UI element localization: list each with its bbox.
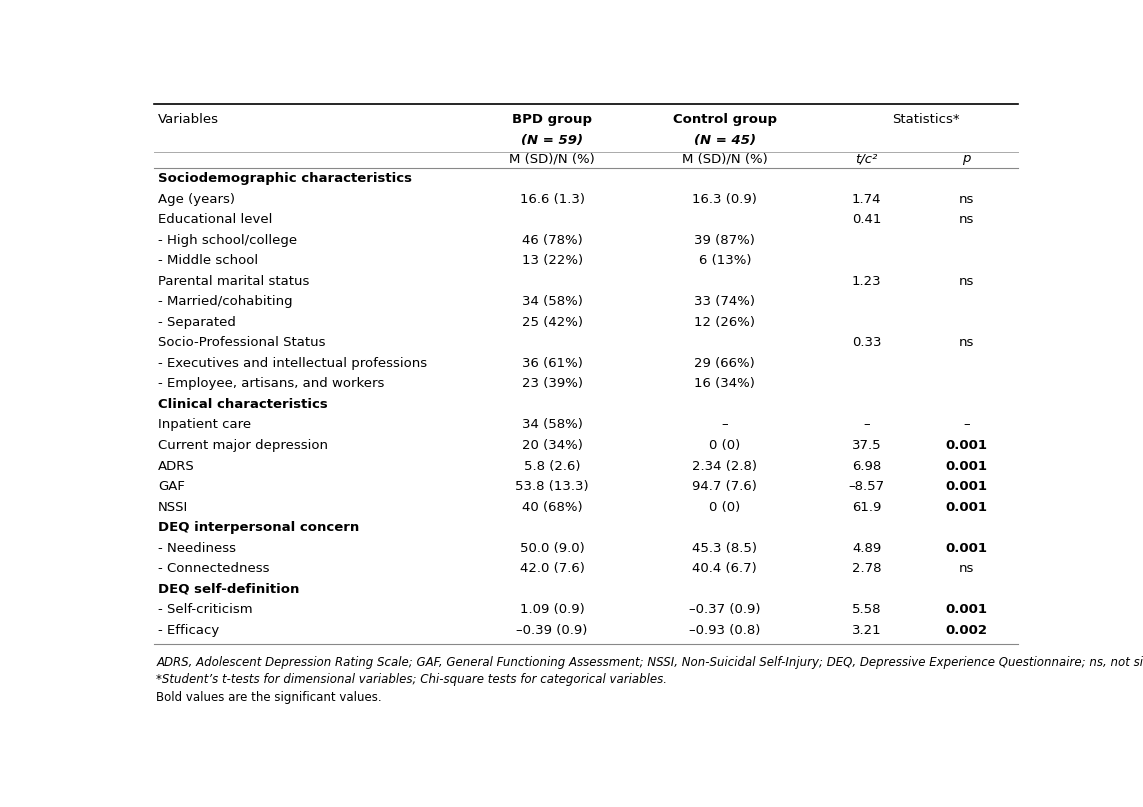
Text: 6 (13%): 6 (13%) xyxy=(698,254,751,267)
Text: 0.001: 0.001 xyxy=(945,480,988,493)
Text: 94.7 (7.6): 94.7 (7.6) xyxy=(693,480,758,493)
Text: 13 (22%): 13 (22%) xyxy=(521,254,583,267)
Text: 12 (26%): 12 (26%) xyxy=(694,316,756,328)
Text: 1.23: 1.23 xyxy=(852,274,881,288)
Text: ADRS, Adolescent Depression Rating Scale; GAF, General Functioning Assessment; N: ADRS, Adolescent Depression Rating Scale… xyxy=(157,656,1143,669)
Text: 53.8 (13.3): 53.8 (13.3) xyxy=(515,480,589,493)
Text: p: p xyxy=(962,153,970,165)
Text: DEQ interpersonal concern: DEQ interpersonal concern xyxy=(158,521,359,534)
Text: 42.0 (7.6): 42.0 (7.6) xyxy=(520,562,584,575)
Text: 0.001: 0.001 xyxy=(945,459,988,473)
Text: Sociodemographic characteristics: Sociodemographic characteristics xyxy=(158,172,411,185)
Text: 34 (58%): 34 (58%) xyxy=(521,295,583,308)
Text: –: – xyxy=(863,419,870,432)
Text: 40.4 (6.7): 40.4 (6.7) xyxy=(693,562,757,575)
Text: –0.39 (0.9): –0.39 (0.9) xyxy=(517,624,588,637)
Text: - Efficacy: - Efficacy xyxy=(158,624,219,637)
Text: M (SD)/N (%): M (SD)/N (%) xyxy=(510,153,596,165)
Text: 33 (74%): 33 (74%) xyxy=(694,295,756,308)
Text: Control group: Control group xyxy=(673,113,777,127)
Text: 0 (0): 0 (0) xyxy=(710,439,741,452)
Text: 45.3 (8.5): 45.3 (8.5) xyxy=(693,541,758,554)
Text: - Neediness: - Neediness xyxy=(158,541,235,554)
Text: Age (years): Age (years) xyxy=(158,193,235,206)
Text: BPD group: BPD group xyxy=(512,113,592,127)
Text: - Middle school: - Middle school xyxy=(158,254,258,267)
Text: 0.001: 0.001 xyxy=(945,439,988,452)
Text: NSSI: NSSI xyxy=(158,500,189,513)
Text: ns: ns xyxy=(959,274,974,288)
Text: (N = 45): (N = 45) xyxy=(694,134,756,147)
Text: 0.41: 0.41 xyxy=(852,213,881,226)
Text: 40 (68%): 40 (68%) xyxy=(522,500,583,513)
Text: 0.001: 0.001 xyxy=(945,541,988,554)
Text: 0.002: 0.002 xyxy=(945,624,988,637)
Text: t/c²: t/c² xyxy=(855,153,878,165)
Text: Inpatient care: Inpatient care xyxy=(158,419,251,432)
Text: Clinical characteristics: Clinical characteristics xyxy=(158,398,328,411)
Text: GAF: GAF xyxy=(158,480,185,493)
Text: 1.74: 1.74 xyxy=(852,193,881,206)
Text: 5.8 (2.6): 5.8 (2.6) xyxy=(523,459,581,473)
Text: 46 (78%): 46 (78%) xyxy=(521,234,583,247)
Text: DEQ self-definition: DEQ self-definition xyxy=(158,583,299,596)
Text: ns: ns xyxy=(959,213,974,226)
Text: Variables: Variables xyxy=(158,113,219,127)
Text: –0.37 (0.9): –0.37 (0.9) xyxy=(689,604,760,617)
Text: 16.3 (0.9): 16.3 (0.9) xyxy=(693,193,758,206)
Text: 0.33: 0.33 xyxy=(852,337,881,349)
Text: Current major depression: Current major depression xyxy=(158,439,328,452)
Text: ns: ns xyxy=(959,193,974,206)
Text: - High school/college: - High school/college xyxy=(158,234,297,247)
Text: - Self-criticism: - Self-criticism xyxy=(158,604,253,617)
Text: 25 (42%): 25 (42%) xyxy=(521,316,583,328)
Text: 23 (39%): 23 (39%) xyxy=(521,378,583,391)
Text: 3.21: 3.21 xyxy=(852,624,881,637)
Text: 0.001: 0.001 xyxy=(945,500,988,513)
Text: *Student’s t-tests for dimensional variables; Chi-square tests for categorical v: *Student’s t-tests for dimensional varia… xyxy=(157,674,668,687)
Text: 1.09 (0.9): 1.09 (0.9) xyxy=(520,604,584,617)
Text: - Executives and intellectual professions: - Executives and intellectual profession… xyxy=(158,357,427,370)
Text: 0.001: 0.001 xyxy=(945,604,988,617)
Text: ns: ns xyxy=(959,337,974,349)
Text: –: – xyxy=(964,419,970,432)
Text: - Employee, artisans, and workers: - Employee, artisans, and workers xyxy=(158,378,384,391)
Text: –: – xyxy=(721,419,728,432)
Text: (N = 59): (N = 59) xyxy=(521,134,583,147)
Text: 61.9: 61.9 xyxy=(852,500,881,513)
Text: Statistics*: Statistics* xyxy=(892,113,959,127)
Text: –8.57: –8.57 xyxy=(848,480,885,493)
Text: 16 (34%): 16 (34%) xyxy=(695,378,756,391)
Text: ns: ns xyxy=(959,562,974,575)
Text: 37.5: 37.5 xyxy=(852,439,881,452)
Text: 16.6 (1.3): 16.6 (1.3) xyxy=(520,193,584,206)
Text: 34 (58%): 34 (58%) xyxy=(521,419,583,432)
Text: 6.98: 6.98 xyxy=(852,459,881,473)
Text: 39 (87%): 39 (87%) xyxy=(695,234,756,247)
Text: 2.78: 2.78 xyxy=(852,562,881,575)
Text: 2.34 (2.8): 2.34 (2.8) xyxy=(693,459,758,473)
Text: 50.0 (9.0): 50.0 (9.0) xyxy=(520,541,584,554)
Text: Educational level: Educational level xyxy=(158,213,272,226)
Text: 5.58: 5.58 xyxy=(852,604,881,617)
Text: M (SD)/N (%): M (SD)/N (%) xyxy=(682,153,768,165)
Text: 20 (34%): 20 (34%) xyxy=(521,439,583,452)
Text: 0 (0): 0 (0) xyxy=(710,500,741,513)
Text: 29 (66%): 29 (66%) xyxy=(695,357,756,370)
Text: Parental marital status: Parental marital status xyxy=(158,274,310,288)
Text: –0.93 (0.8): –0.93 (0.8) xyxy=(689,624,760,637)
Text: Socio-Professional Status: Socio-Professional Status xyxy=(158,337,326,349)
Text: - Separated: - Separated xyxy=(158,316,235,328)
Text: ADRS: ADRS xyxy=(158,459,194,473)
Text: 4.89: 4.89 xyxy=(852,541,881,554)
Text: Bold values are the significant values.: Bold values are the significant values. xyxy=(157,691,382,704)
Text: - Connectedness: - Connectedness xyxy=(158,562,270,575)
Text: - Married/cohabiting: - Married/cohabiting xyxy=(158,295,293,308)
Text: 36 (61%): 36 (61%) xyxy=(521,357,583,370)
